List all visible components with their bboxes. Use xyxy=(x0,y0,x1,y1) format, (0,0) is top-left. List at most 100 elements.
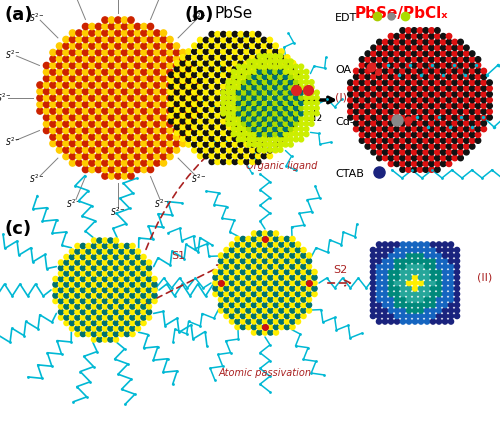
Circle shape xyxy=(186,95,192,101)
Circle shape xyxy=(290,308,295,313)
Circle shape xyxy=(452,115,458,120)
Circle shape xyxy=(89,141,95,147)
Circle shape xyxy=(226,136,232,141)
Circle shape xyxy=(371,120,376,126)
Circle shape xyxy=(141,298,146,304)
Circle shape xyxy=(174,62,180,69)
Circle shape xyxy=(476,97,480,103)
Circle shape xyxy=(262,280,268,286)
Text: $S^{2-}$: $S^{2-}$ xyxy=(154,197,170,209)
Circle shape xyxy=(458,92,464,97)
Circle shape xyxy=(273,111,278,116)
Circle shape xyxy=(247,121,252,126)
Circle shape xyxy=(220,49,226,54)
Circle shape xyxy=(423,138,428,143)
Circle shape xyxy=(283,101,288,106)
Circle shape xyxy=(230,275,234,280)
Circle shape xyxy=(400,247,406,253)
Circle shape xyxy=(278,80,283,85)
Circle shape xyxy=(63,153,69,159)
Circle shape xyxy=(273,55,278,60)
Circle shape xyxy=(148,127,154,134)
Circle shape xyxy=(174,84,180,89)
Circle shape xyxy=(186,60,192,66)
Circle shape xyxy=(160,108,166,114)
Circle shape xyxy=(102,337,108,342)
Circle shape xyxy=(424,286,430,291)
Circle shape xyxy=(44,114,50,120)
Circle shape xyxy=(250,124,255,130)
Text: CTAB: CTAB xyxy=(335,169,364,179)
Circle shape xyxy=(257,90,262,95)
Circle shape xyxy=(262,314,268,318)
Circle shape xyxy=(446,138,452,143)
Circle shape xyxy=(198,78,203,83)
Circle shape xyxy=(247,137,252,142)
Circle shape xyxy=(268,111,272,116)
Circle shape xyxy=(406,97,411,103)
Text: Atomic passivation: Atomic passivation xyxy=(218,368,312,378)
Circle shape xyxy=(250,43,255,49)
Circle shape xyxy=(487,97,492,103)
Circle shape xyxy=(418,144,422,149)
Circle shape xyxy=(115,141,121,147)
Circle shape xyxy=(108,244,113,249)
Circle shape xyxy=(193,108,199,114)
Circle shape xyxy=(376,144,382,149)
Circle shape xyxy=(64,265,69,271)
Circle shape xyxy=(102,173,108,179)
Circle shape xyxy=(294,101,298,106)
Circle shape xyxy=(458,155,464,161)
Circle shape xyxy=(262,247,268,253)
Circle shape xyxy=(430,308,436,313)
Circle shape xyxy=(96,23,102,30)
Circle shape xyxy=(86,293,91,298)
Circle shape xyxy=(50,62,56,69)
Circle shape xyxy=(288,101,293,106)
Circle shape xyxy=(226,66,232,72)
Circle shape xyxy=(394,45,400,50)
Circle shape xyxy=(226,101,231,106)
Circle shape xyxy=(481,126,486,132)
Circle shape xyxy=(226,101,232,106)
Circle shape xyxy=(257,142,262,147)
Circle shape xyxy=(108,43,114,49)
Circle shape xyxy=(114,260,118,265)
Circle shape xyxy=(376,45,382,50)
Circle shape xyxy=(274,253,278,258)
Circle shape xyxy=(283,116,288,121)
Circle shape xyxy=(279,302,284,307)
Circle shape xyxy=(56,82,62,88)
Circle shape xyxy=(240,242,246,247)
Circle shape xyxy=(394,275,400,280)
Circle shape xyxy=(136,315,140,320)
Circle shape xyxy=(304,106,309,111)
Circle shape xyxy=(454,314,460,318)
Circle shape xyxy=(262,72,266,78)
Circle shape xyxy=(268,275,273,280)
Circle shape xyxy=(434,80,440,85)
Circle shape xyxy=(122,43,128,49)
Circle shape xyxy=(348,92,353,97)
Circle shape xyxy=(218,291,224,297)
Circle shape xyxy=(215,136,220,141)
Circle shape xyxy=(256,66,261,72)
Circle shape xyxy=(89,95,95,101)
Circle shape xyxy=(476,63,480,68)
Circle shape xyxy=(296,118,302,124)
Circle shape xyxy=(226,55,232,60)
Circle shape xyxy=(400,80,406,85)
Circle shape xyxy=(232,32,237,37)
Circle shape xyxy=(115,30,121,36)
Circle shape xyxy=(279,280,284,286)
Circle shape xyxy=(146,309,152,314)
Circle shape xyxy=(97,287,102,293)
Circle shape xyxy=(412,74,417,80)
Circle shape xyxy=(102,108,108,114)
Circle shape xyxy=(412,138,417,143)
Circle shape xyxy=(268,258,273,264)
Circle shape xyxy=(268,54,272,59)
Circle shape xyxy=(423,28,428,33)
Circle shape xyxy=(168,89,174,95)
Circle shape xyxy=(220,55,226,60)
